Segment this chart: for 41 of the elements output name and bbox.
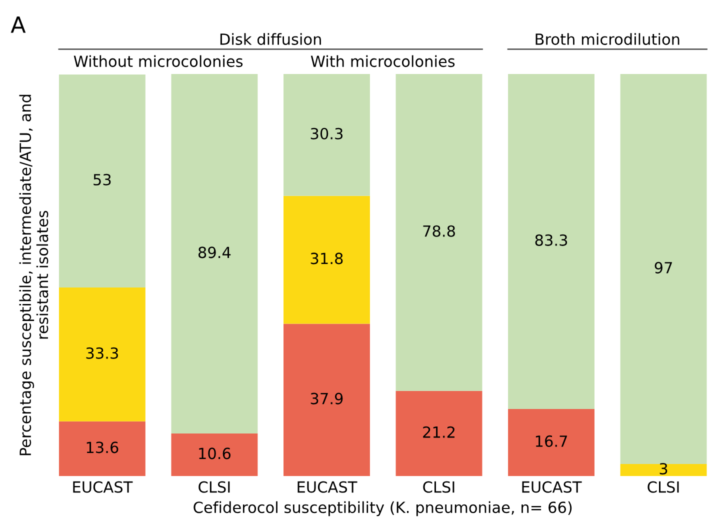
data-label: 97	[654, 262, 672, 274]
bar	[284, 196, 370, 324]
x-tick-label: CLSI	[648, 481, 679, 493]
data-label: 53	[94, 174, 111, 186]
bar	[284, 324, 370, 476]
x-tick-label: EUCAST	[73, 481, 133, 493]
data-label: 13.6	[86, 442, 118, 454]
bar	[171, 433, 258, 476]
bar	[58, 421, 146, 476]
data-label: 21.2	[423, 426, 454, 438]
text: With microcolonies	[310, 55, 455, 68]
data-label: 89.4	[198, 246, 231, 258]
text: Disk diffusion	[220, 33, 321, 45]
bar	[508, 408, 594, 476]
x-tick-label: EUCAST	[522, 481, 582, 493]
data-label: 10.6	[199, 448, 231, 460]
x-tick-label: CLSI	[198, 481, 230, 493]
bar	[58, 288, 146, 422]
bar	[284, 74, 370, 196]
data-label: 83.3	[535, 234, 568, 246]
data-label: 78.8	[423, 225, 455, 237]
data-label: 31.8	[310, 252, 343, 264]
data-label: 37.9	[310, 392, 343, 404]
bar	[396, 390, 482, 476]
data-label: 30.3	[310, 128, 343, 140]
y-axis-title: Percentage susceptibile, intermediate/ATU, and resistant isolates	[19, 94, 48, 456]
data-label: 33.3	[86, 347, 118, 359]
bar	[58, 74, 146, 288]
bar	[620, 74, 707, 464]
x-tick-label: CLSI	[423, 481, 454, 493]
data-label: 16.7	[536, 435, 567, 447]
text: Without microcolonies	[74, 55, 243, 68]
bar	[620, 464, 707, 476]
bar	[508, 74, 594, 409]
chart-title: A	[10, 16, 26, 33]
bar	[396, 74, 482, 391]
x-tick-label: EUCAST	[298, 481, 358, 493]
x-axis-title: Cefiderocol susceptibility (K. pneumoniae, n= 66)	[194, 501, 572, 516]
data-label: 3	[660, 462, 668, 474]
text: Broth microdilution	[536, 33, 680, 45]
bar	[171, 74, 258, 434]
